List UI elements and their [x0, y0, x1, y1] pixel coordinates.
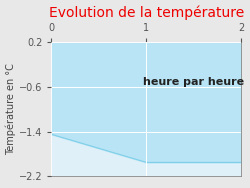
Title: Evolution de la température: Evolution de la température: [49, 6, 244, 20]
Text: heure par heure: heure par heure: [143, 77, 244, 87]
Y-axis label: Température en °C: Température en °C: [6, 63, 16, 155]
